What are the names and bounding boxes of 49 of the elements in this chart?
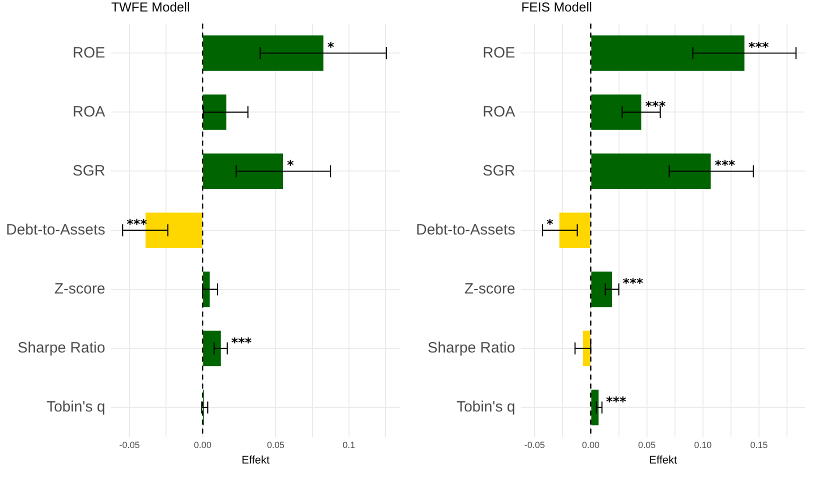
y-tick-label: ROE [482,44,516,62]
bar [591,94,642,130]
y-tick-label: Z-score [54,280,106,298]
y-tick-label: Sharpe Ratio [18,340,106,357]
y-tick-label: ROA [72,103,106,120]
annotation: *** [231,336,252,351]
text: 0.00 [582,440,600,450]
bar [559,212,590,248]
y-tick-label: Z-score [464,280,516,298]
bar [591,390,599,426]
y-tick-label: Tobin's q [46,398,106,416]
x-tick-label: 0.05 [638,440,656,450]
x-axis-title: Effekt [649,454,678,466]
y-tick-label: Tobin's q [456,398,516,416]
y-tick-label: Debt-to-Assets [416,221,516,238]
annotation: * [327,40,334,56]
x-tick-label: 0.05 [266,440,284,450]
text: 0.00 [194,440,212,450]
bar [203,35,324,71]
annotation: * [287,158,294,174]
text: 0.10 [694,440,712,450]
y-tick-label: SGR [482,162,516,180]
x-tick-label: 0.15 [750,440,768,450]
y-tick-label: SGR [72,162,106,180]
x-tick-label: 0.1 [342,440,356,450]
bar [203,330,221,366]
annotation: * [546,218,554,233]
chart-title: TWFE Modell [111,0,190,14]
y-tick-label: ROE [72,44,106,62]
annotation: *** [748,40,770,56]
annotation: *** [606,394,627,410]
bar [582,330,590,366]
x-tick-label: -0.05 [119,440,140,450]
annotation: *** [622,276,644,292]
y-tick-label: Debt-to-Assets [6,221,106,238]
bar [203,94,226,130]
bar [591,154,711,189]
y-tick-label: Sharpe Ratio [428,340,516,357]
annotation: *** [645,100,666,115]
y-tick-label: ROA [482,103,516,120]
bar [591,272,612,308]
bar [203,272,210,308]
bar [203,154,284,189]
x-tick-label: -0.05 [524,440,545,450]
x-axis-title: Effekt [242,454,270,466]
bar [591,35,744,71]
chart-title: FEIS Modell [521,0,592,14]
annotation: *** [714,158,736,174]
bar [146,212,202,248]
